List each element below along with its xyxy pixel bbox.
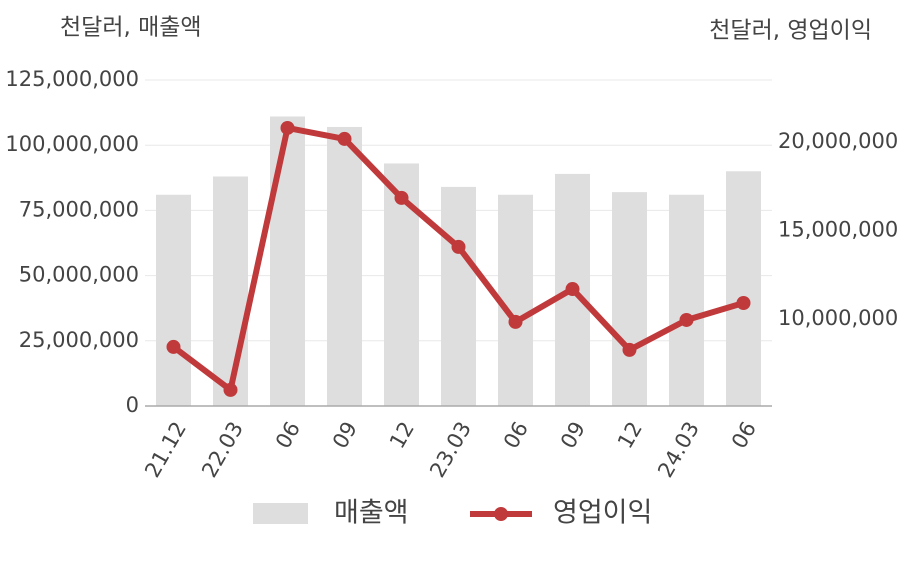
- line-marker: [736, 295, 751, 310]
- legend-label: 매출액: [334, 498, 409, 529]
- x-tick-label: 21.12: [140, 418, 191, 482]
- y2-tick-label: 10,000,000: [778, 306, 898, 330]
- bar: [213, 176, 248, 406]
- x-tick-label: 09: [556, 418, 590, 453]
- bar: [270, 116, 305, 407]
- bar: [669, 194, 704, 406]
- line-marker: [280, 120, 295, 135]
- y2-tick-label: 20,000,000: [778, 129, 898, 153]
- line-marker: [679, 312, 694, 327]
- y2-tick-label: 15,000,000: [778, 217, 898, 241]
- line-marker: [166, 339, 181, 354]
- x-tick-label: 06: [727, 418, 761, 453]
- y-tick-label: 75,000,000: [19, 197, 139, 221]
- y-tick-label: 100,000,000: [5, 132, 139, 156]
- legend-label: 영업이익: [553, 498, 652, 529]
- x-tick-label: 06: [499, 418, 533, 453]
- line-marker: [508, 314, 523, 329]
- bar: [327, 126, 362, 406]
- legend-swatch: [494, 507, 508, 521]
- y-tick-label: 0: [126, 393, 139, 417]
- y-tick-label: 50,000,000: [19, 263, 139, 287]
- bar: [441, 186, 476, 406]
- x-tick-label: 09: [328, 418, 362, 453]
- bar: [498, 194, 533, 406]
- x-tick-label: 24.03: [653, 418, 704, 482]
- bar: [612, 192, 647, 406]
- y-tick-label: 25,000,000: [19, 328, 139, 352]
- line-marker: [223, 382, 238, 397]
- line-marker: [451, 239, 466, 254]
- x-tick-label: 12: [385, 418, 419, 453]
- y2-axis-title: 천달러, 영업이익: [709, 18, 872, 44]
- y-axis-title: 천달러, 매출액: [60, 15, 202, 41]
- x-tick-label: 22.03: [197, 418, 248, 482]
- legend-swatch: [253, 503, 308, 524]
- y-tick-label: 125,000,000: [5, 67, 139, 91]
- x-tick-label: 23.03: [425, 418, 476, 482]
- x-tick-label: 06: [271, 418, 305, 453]
- bar: [156, 194, 191, 406]
- x-tick-label: 12: [613, 418, 647, 453]
- line-marker: [622, 342, 637, 357]
- line-marker: [337, 131, 352, 146]
- line-marker: [394, 190, 409, 205]
- line-marker: [565, 282, 580, 297]
- bar: [726, 171, 761, 406]
